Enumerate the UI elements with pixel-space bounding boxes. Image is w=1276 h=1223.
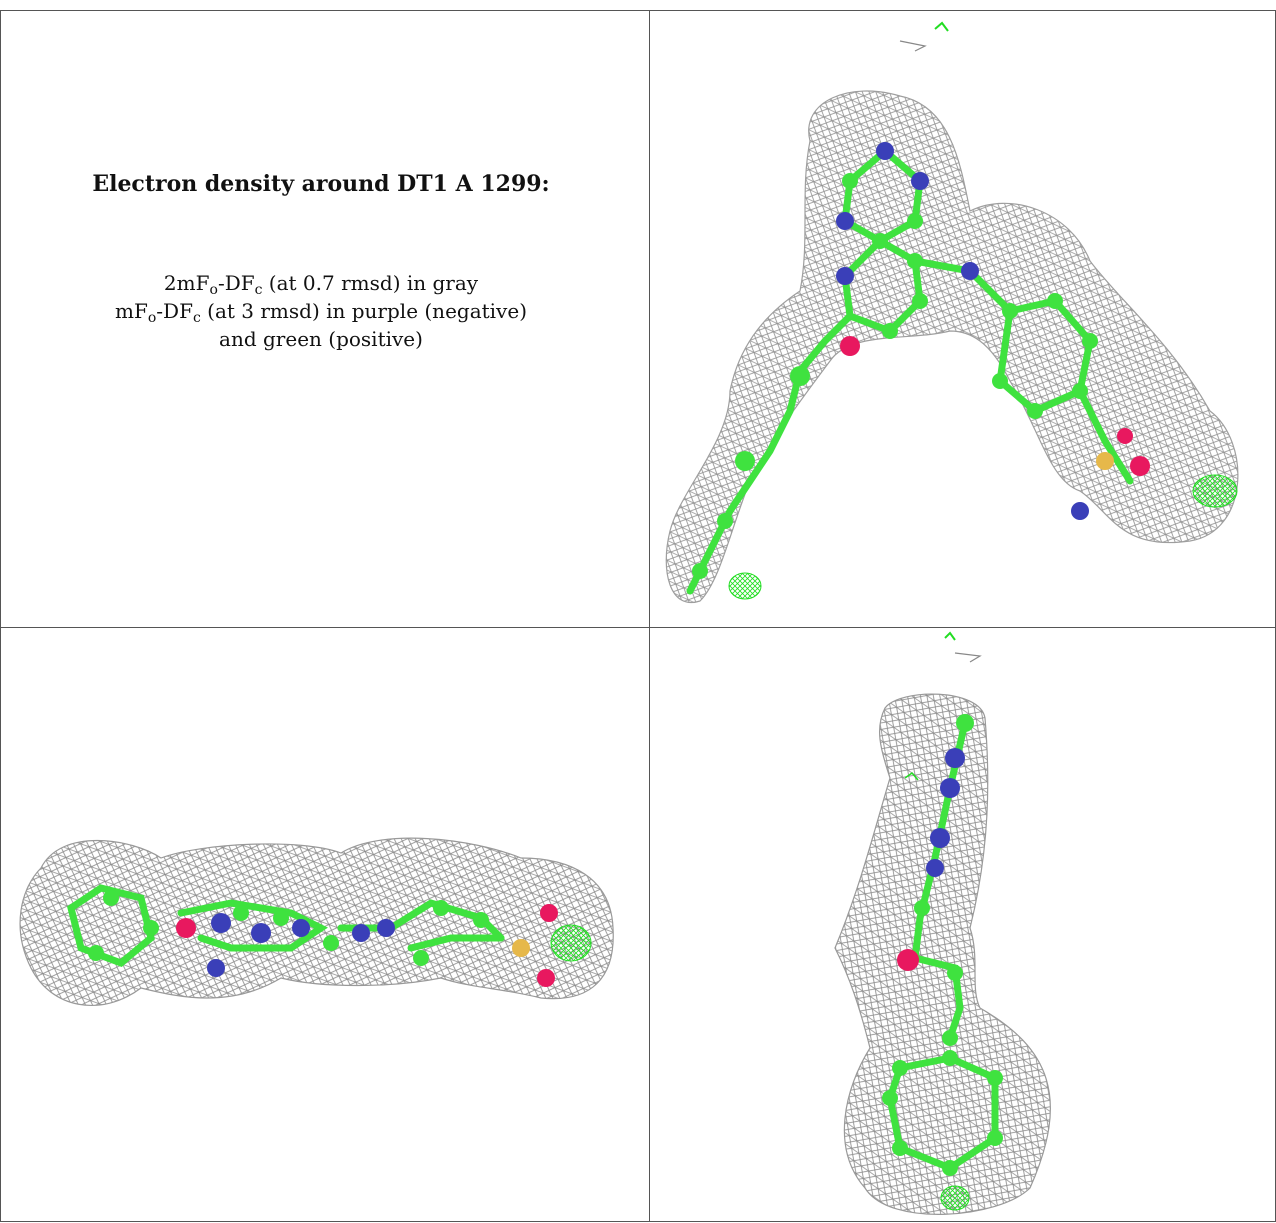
atoms: [692, 142, 1150, 579]
atoms-edge: [88, 890, 558, 987]
border-middle: [0, 627, 1276, 628]
density-map-side-icon: [834, 631, 1051, 1215]
caption-title: Electron density around DT1 A 1299:: [92, 171, 550, 197]
caption-line-3: and green (positive): [219, 327, 423, 351]
molecule-view-front: [650, 11, 1275, 627]
border-center: [649, 10, 650, 1222]
atoms-side: [882, 714, 1003, 1176]
border-bottom: [0, 1221, 1276, 1222]
density-map-edge-icon: [19, 837, 614, 1007]
caption-line-2: mFo-DFc (at 3 rmsd) in purple (negative): [115, 299, 527, 326]
molecule-view-edge: [1, 628, 649, 1221]
molecule-view-side: [650, 628, 1275, 1221]
border-left: [0, 10, 1, 1222]
caption-line-1: 2mFo-DFc (at 0.7 rmsd) in gray: [163, 271, 479, 298]
border-top: [0, 10, 1276, 11]
caption: Electron density around DT1 A 1299: 2mFo…: [21, 171, 621, 353]
caption-cell: Electron density around DT1 A 1299: 2mFo…: [1, 11, 649, 627]
density-map-front-icon: [665, 21, 1239, 604]
